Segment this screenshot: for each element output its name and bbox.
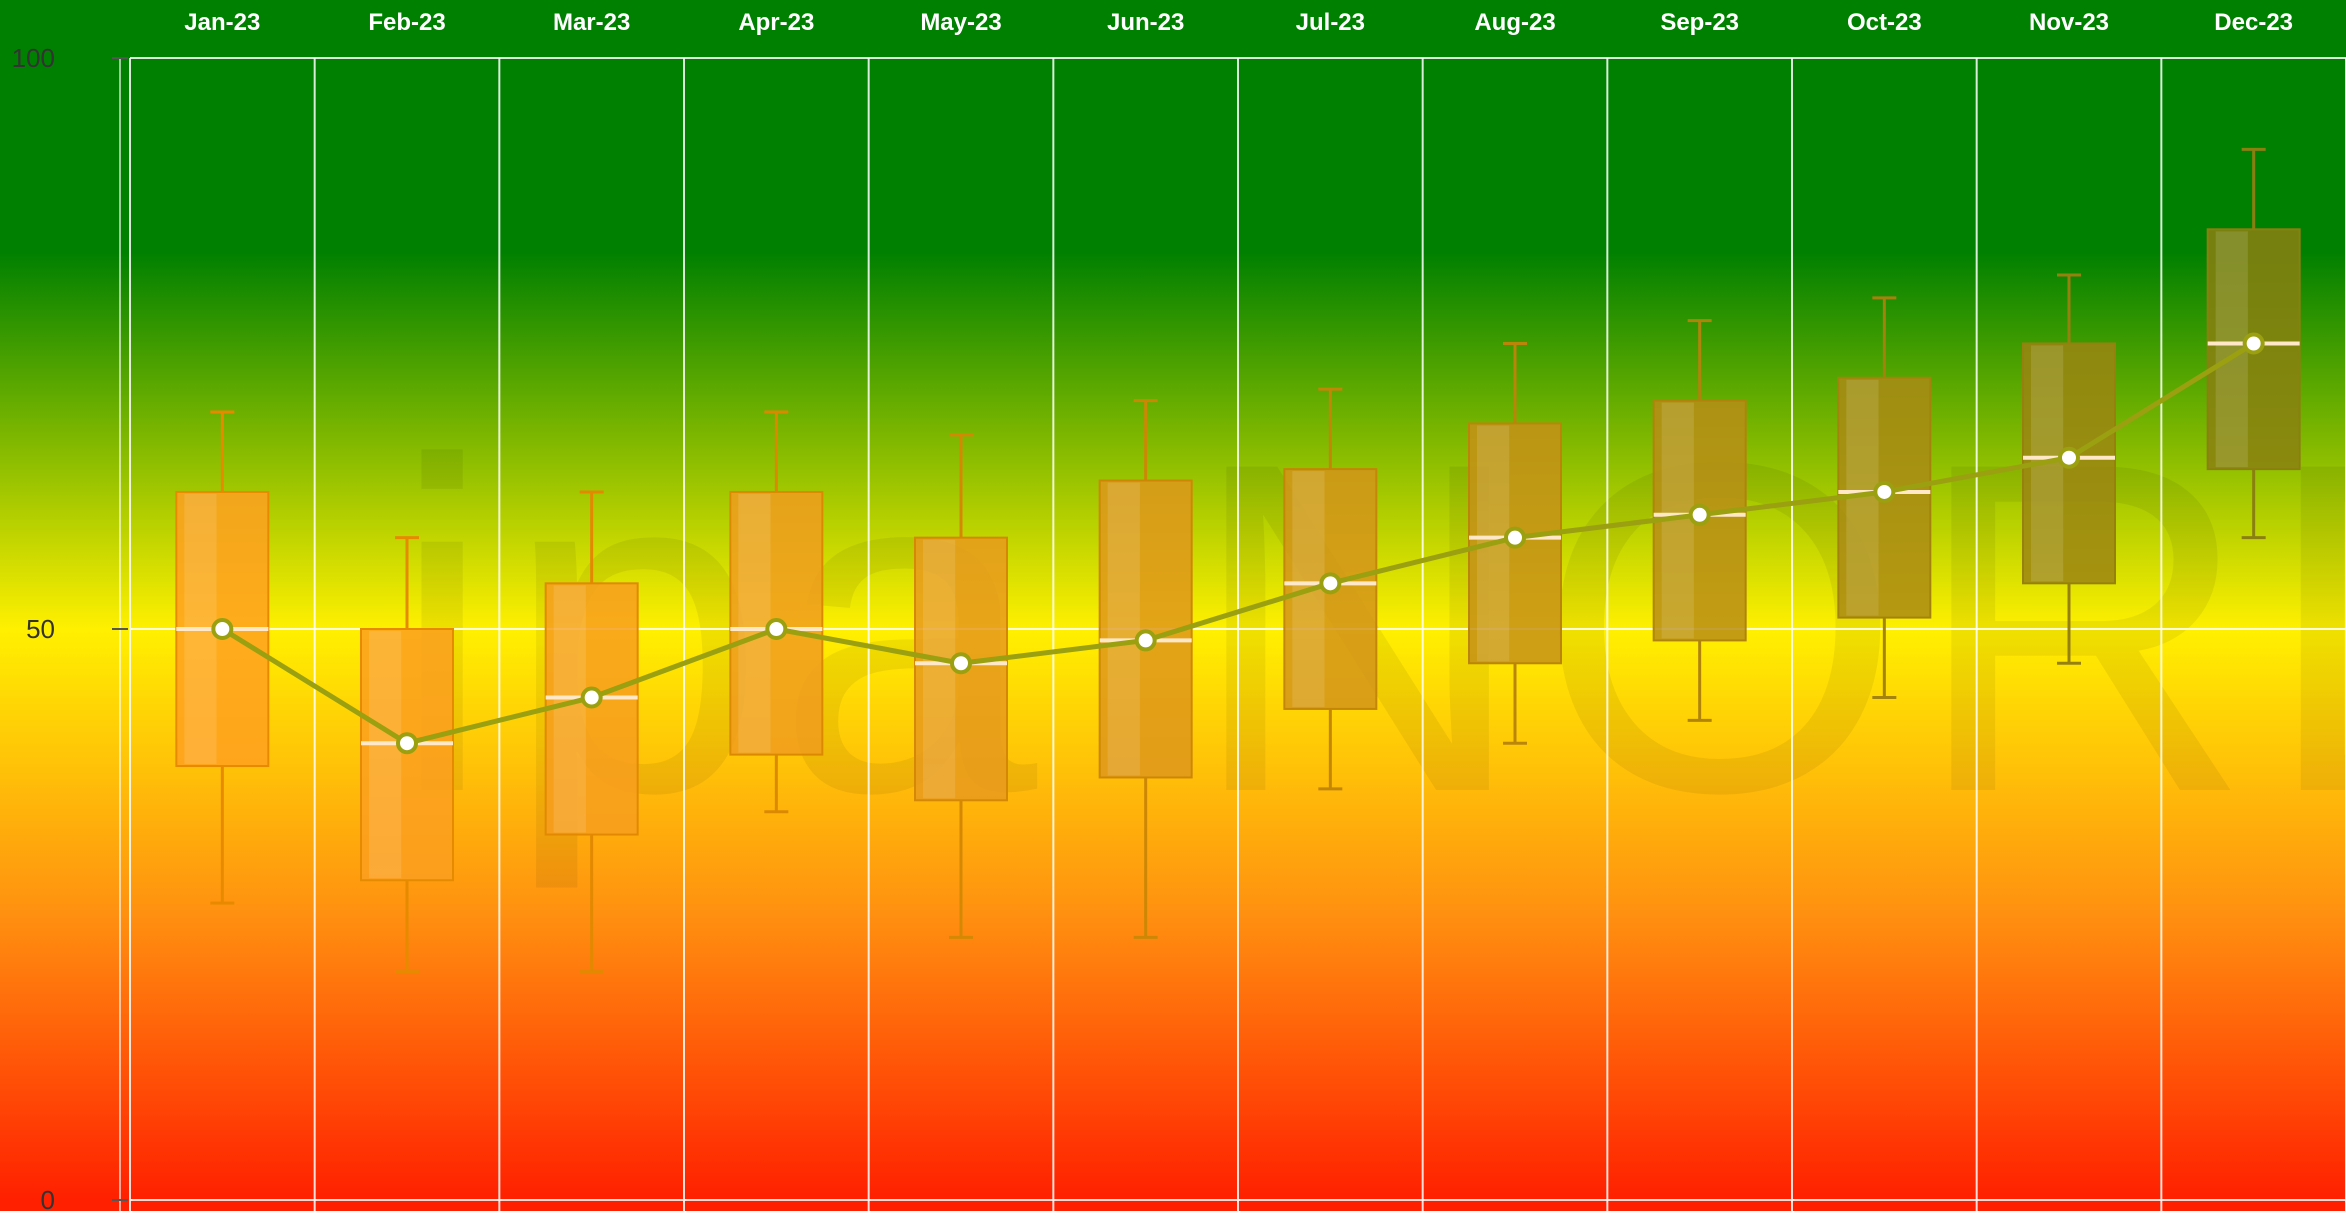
- data-point-Apr-23: [765, 618, 788, 640]
- y-axis: 0 50 100: [12, 43, 128, 1215]
- header-band: [0, 0, 2346, 58]
- data-point-Mar-23: [580, 686, 603, 709]
- x-tick-label: Jun-23: [1107, 9, 1184, 36]
- x-tick-label: Dec-23: [2214, 9, 2293, 36]
- x-tick-label: Feb-23: [368, 9, 445, 36]
- x-tick-label: Jul-23: [1296, 9, 1365, 36]
- x-tick-label: Sep-23: [1660, 9, 1739, 36]
- data-point-Aug-23: [1504, 526, 1526, 549]
- x-tick-label: May-23: [920, 9, 1001, 36]
- data-point-Jul-23: [1319, 572, 1342, 595]
- median-line-series: [211, 332, 2265, 755]
- x-tick-label: Apr-23: [738, 9, 814, 36]
- series-line: [221, 341, 2255, 746]
- data-point-Sep-23: [1688, 503, 1711, 526]
- box-highlight: [1107, 482, 1140, 776]
- x-tick-label: Nov-23: [2029, 9, 2109, 36]
- box-Mar-23: [544, 490, 639, 974]
- data-point-Nov-23: [2058, 446, 2080, 469]
- x-axis: Jan-23 Feb-23 Mar-23 Apr-23 May-23 Jun-23 Jul-…: [184, 9, 2293, 36]
- box-highlight: [738, 493, 771, 753]
- grid-lines: [129, 57, 2346, 1211]
- x-tick-label: Jan-23: [184, 9, 260, 36]
- data-point-Jun-23: [1134, 629, 1157, 652]
- data-point-Feb-23: [396, 732, 418, 755]
- x-tick-label: Oct-23: [1847, 9, 1922, 36]
- data-point-Oct-23: [1873, 480, 1896, 503]
- y-tick-label: 100: [12, 43, 55, 73]
- x-tick-label: Aug-23: [1474, 9, 1555, 36]
- x-tick-label: Mar-23: [553, 9, 630, 36]
- data-point-Jan-23: [211, 618, 234, 640]
- box-highlight: [923, 539, 956, 799]
- interquartile-box: [360, 628, 454, 882]
- y-tick-label: 0: [41, 1185, 55, 1211]
- data-point-Dec-23: [2242, 332, 2265, 355]
- y-tick-label: 50: [26, 614, 55, 644]
- data-point-May-23: [950, 652, 972, 675]
- box-Feb-23: [360, 536, 454, 974]
- box-highlight: [369, 631, 402, 879]
- box-May-23: [914, 433, 1008, 939]
- box-highlight: [553, 585, 586, 833]
- interquartile-box: [544, 582, 639, 836]
